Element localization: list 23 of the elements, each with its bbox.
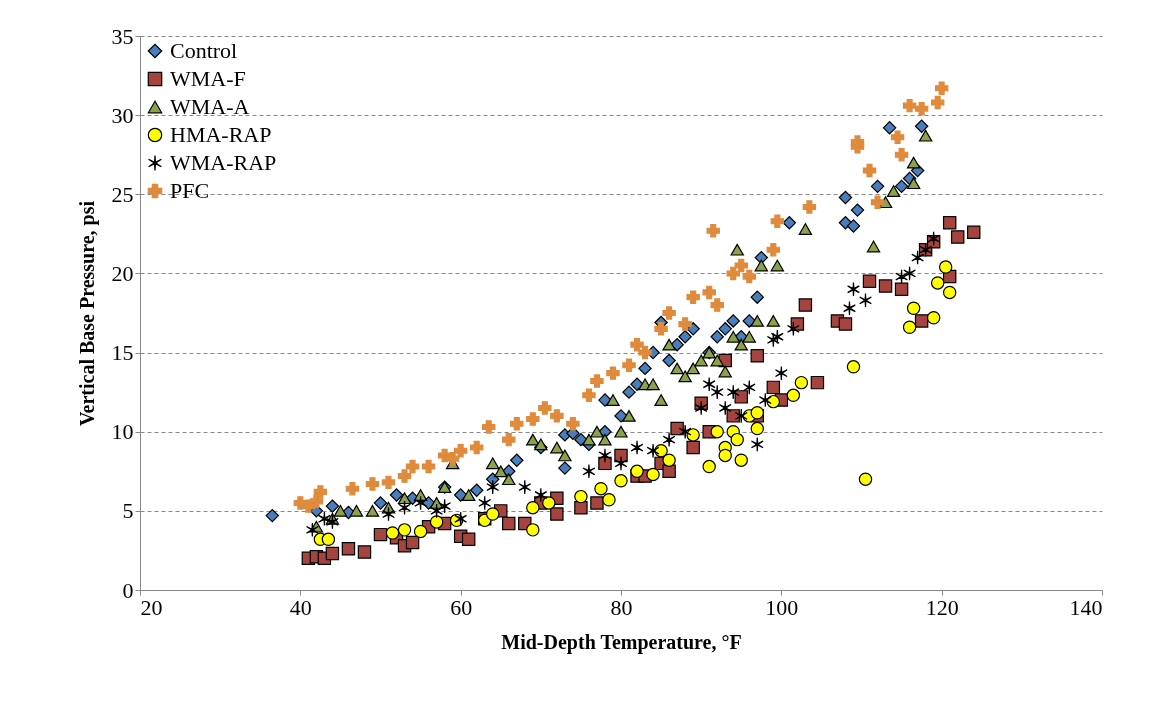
x-tick-label: 140 xyxy=(1069,594,1103,620)
legend-label: WMA-RAP xyxy=(170,150,277,175)
x-tick-label: 120 xyxy=(925,594,959,620)
x-axis-title: Mid-Depth Temperature, °F xyxy=(501,630,742,654)
y-tick-label: 25 xyxy=(111,181,134,207)
y-axis-title: Vertical Base Pressure, psi xyxy=(75,200,99,427)
y-tick-label: 15 xyxy=(111,340,134,366)
legend-label: PFC xyxy=(170,178,210,203)
x-tick-label: 60 xyxy=(450,594,473,620)
y-tick-label: 30 xyxy=(111,102,134,128)
y-tick-label: 10 xyxy=(111,419,134,445)
y-tick-label: 20 xyxy=(111,260,134,286)
x-tick-label: 20 xyxy=(140,594,163,620)
y-tick-label: 0 xyxy=(122,577,134,603)
legend-label: WMA-F xyxy=(170,66,246,91)
x-tick-label: 80 xyxy=(610,594,633,620)
y-tick-label: 35 xyxy=(111,23,134,49)
legend-label: WMA-A xyxy=(170,94,250,119)
legend-label: HMA-RAP xyxy=(170,122,272,147)
x-tick-label: 100 xyxy=(765,594,799,620)
x-tick-label: 40 xyxy=(289,594,312,620)
legend-label: Control xyxy=(170,38,238,63)
y-tick-label: 5 xyxy=(122,498,134,524)
